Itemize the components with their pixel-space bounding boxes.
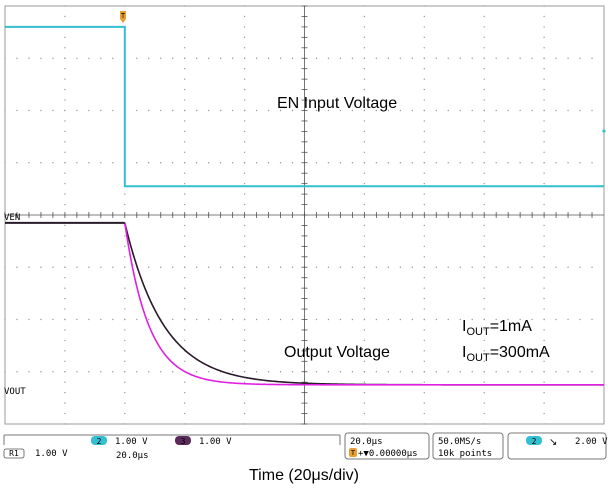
trigger-level: 2.00 V bbox=[575, 437, 608, 447]
r1-time: 20.0μs bbox=[116, 451, 149, 461]
sample-rate: 50.0MS/s bbox=[438, 437, 481, 447]
en-input-annotation: EN Input Voltage bbox=[277, 95, 397, 112]
trigger-position: +▼0.00000μs bbox=[358, 449, 418, 459]
svg-text:T: T bbox=[351, 449, 356, 457]
trigger-marker: T bbox=[120, 11, 126, 23]
iout-300ma-annotation: IOUT=300mA bbox=[462, 344, 550, 364]
graticule bbox=[4, 5, 605, 425]
vout-trace-300ma bbox=[124, 222, 604, 386]
trigger-edge-icon: ↘ bbox=[549, 437, 557, 448]
svg-text:3: 3 bbox=[181, 437, 186, 446]
timebase-box[interactable] bbox=[344, 432, 430, 460]
x-axis-caption: Time (20μs/div) bbox=[249, 467, 359, 484]
trigger-source-badge[interactable] bbox=[526, 436, 542, 445]
trigger-marker-label: T bbox=[121, 13, 126, 20]
en-input-trace bbox=[5, 25, 604, 188]
ch3-scale: 1.00 V bbox=[199, 437, 232, 447]
acquisition-box[interactable] bbox=[432, 432, 504, 460]
ch2-offscreen-dot bbox=[602, 129, 606, 133]
iout-1ma-annotation: IOUT=1mA bbox=[462, 318, 532, 338]
ven-label: VEN bbox=[4, 213, 20, 223]
ch2-scale: 1.00 V bbox=[115, 437, 148, 447]
svg-text:R1: R1 bbox=[9, 449, 19, 458]
ch2-badge[interactable] bbox=[91, 436, 107, 445]
svg-text:2: 2 bbox=[532, 437, 537, 446]
timebase-value: 20.0μs bbox=[350, 437, 383, 447]
status-bar: 2 1.00 V 3 1.00 V R1 1.00 V 20.0μs 20.0μ… bbox=[3, 432, 608, 461]
output-voltage-annotation: Output Voltage bbox=[284, 344, 390, 361]
vout-label: VOUT bbox=[4, 387, 26, 397]
record-length: 10k points bbox=[438, 449, 492, 459]
r1-scale: 1.00 V bbox=[35, 449, 68, 459]
r1-badge[interactable] bbox=[3, 448, 25, 459]
svg-text:2: 2 bbox=[97, 437, 102, 446]
ch3-badge[interactable] bbox=[175, 436, 191, 445]
